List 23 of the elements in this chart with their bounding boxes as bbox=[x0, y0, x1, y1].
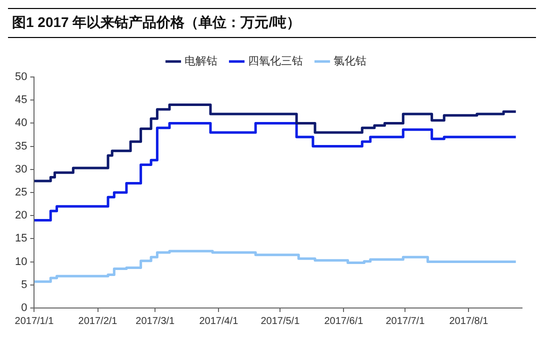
legend-label: 四氧化三钴 bbox=[248, 56, 303, 68]
legend-label: 氯化钴 bbox=[333, 56, 366, 68]
y-tick-label: 0 bbox=[21, 302, 28, 314]
x-tick-label: 2017/5/1 bbox=[260, 316, 300, 327]
x-tick-label: 2017/3/1 bbox=[136, 316, 176, 327]
x-tick-label: 2017/2/1 bbox=[78, 316, 118, 327]
y-tick-label: 10 bbox=[14, 256, 28, 268]
x-tick-label: 2017/7/1 bbox=[386, 316, 426, 327]
x-tick-label: 2017/1/1 bbox=[14, 316, 54, 327]
y-tick-label: 25 bbox=[14, 186, 28, 199]
x-tick-label: 2017/8/1 bbox=[449, 316, 489, 327]
y-tick-label: 15 bbox=[14, 232, 28, 245]
chart-title: 图1 2017 年以来钴产品价格（单位：万元/吨） bbox=[8, 8, 536, 38]
y-tick-label: 30 bbox=[14, 163, 28, 176]
x-tick-label: 2017/6/1 bbox=[324, 316, 364, 327]
y-tick-label: 50 bbox=[14, 71, 28, 84]
y-tick-label: 20 bbox=[14, 210, 28, 222]
y-tick-label: 5 bbox=[21, 278, 28, 291]
x-tick-label: 2017/4/1 bbox=[199, 316, 239, 327]
y-tick-label: 35 bbox=[14, 140, 28, 152]
legend-label: 电解钴 bbox=[184, 54, 218, 68]
y-tick-label: 45 bbox=[14, 94, 28, 106]
y-tick-label: 40 bbox=[14, 117, 28, 130]
